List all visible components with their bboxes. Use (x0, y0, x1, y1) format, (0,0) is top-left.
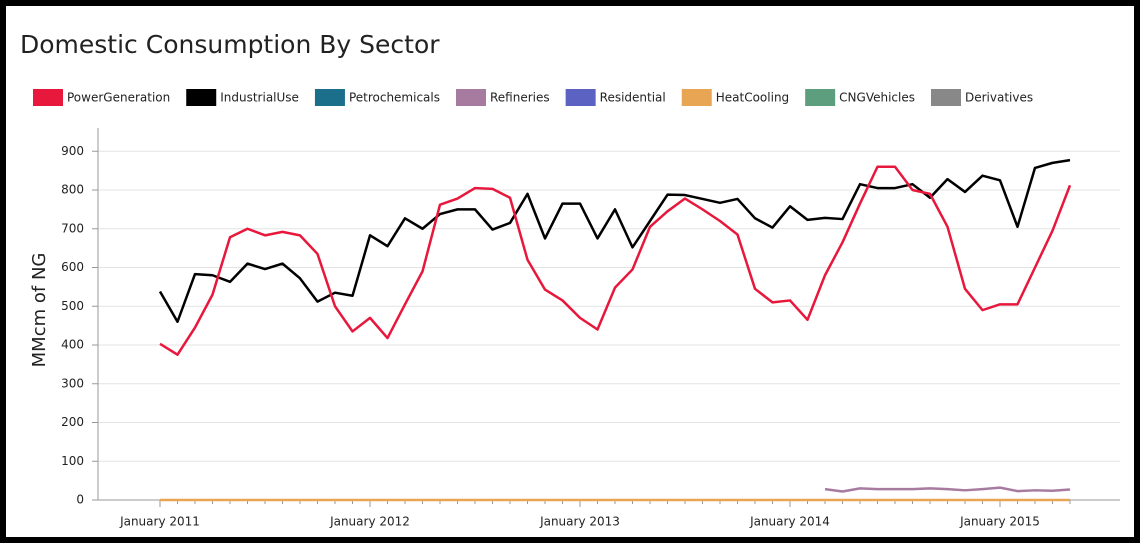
legend-swatch (565, 89, 596, 106)
y-tick-label: 700 (61, 221, 84, 235)
legend-label: HeatCooling (716, 91, 789, 105)
legend-label: Refineries (490, 91, 550, 105)
x-tick-label: January 2013 (539, 515, 620, 529)
x-tick-label: January 2012 (329, 515, 410, 529)
x-tick-label: January 2011 (119, 515, 200, 529)
legend-swatch (314, 89, 345, 106)
legend-swatch (186, 89, 217, 106)
legend-label: IndustrialUse (220, 91, 299, 105)
legend-swatch (33, 89, 63, 106)
y-tick-label: 0 (76, 493, 84, 507)
x-tick-label: January 2015 (959, 515, 1040, 529)
y-tick-label: 600 (61, 260, 84, 274)
y-tick-label: 800 (61, 183, 84, 197)
legend-label: Petrochemicals (349, 91, 440, 105)
x-tick-label: January 2014 (749, 515, 830, 529)
y-tick-label: 500 (61, 299, 84, 313)
legend-swatch (456, 89, 486, 106)
series-line (824, 486, 1071, 493)
legend-label: PowerGeneration (67, 91, 170, 105)
y-tick-label: 300 (61, 376, 84, 390)
legend-swatch (931, 89, 961, 106)
series-line (158, 158, 1071, 323)
y-axis-title: MMcm of NG (29, 253, 50, 368)
y-tick-label: 400 (61, 338, 84, 352)
series-line (159, 165, 1072, 356)
y-tick-label: 200 (61, 415, 84, 429)
chart-title: Domestic Consumption By Sector (20, 30, 440, 59)
legend-label: Residential (600, 91, 666, 105)
legend-swatch (681, 89, 712, 106)
legend-label: CNGVehicles (839, 91, 915, 105)
y-tick-label: 100 (61, 454, 84, 468)
y-tick-label: 900 (61, 144, 84, 158)
legend-swatch (805, 89, 836, 106)
legend-label: Derivatives (965, 91, 1033, 105)
